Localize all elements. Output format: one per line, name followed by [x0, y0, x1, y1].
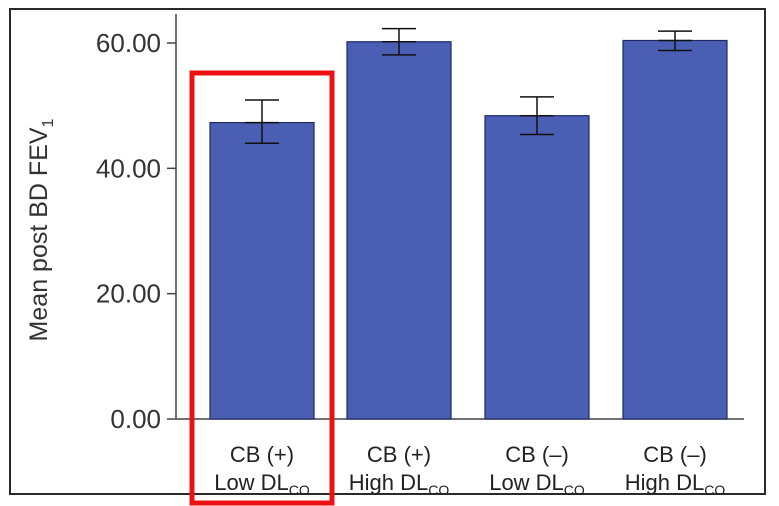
y-axis-label-subscript: 1: [40, 118, 57, 127]
y-tick-label: 60.00: [96, 28, 161, 58]
highlight-box: [189, 70, 335, 506]
x-tick-label-line1: CB (–): [643, 442, 707, 467]
y-axis-label: Mean post BD FEV1: [25, 118, 57, 341]
chart-frame: [9, 8, 766, 495]
error-bars: [245, 27, 692, 145]
x-tick-label-line1: CB (+): [367, 442, 431, 467]
x-tick-label-main: Low DL: [489, 470, 564, 495]
bar: [209, 121, 315, 420]
x-tick-label-line1: CB (–): [505, 442, 569, 467]
y-tick-label: 0.00: [110, 404, 161, 434]
svg-text:Mean post BD FEV1: Mean post BD FEV1: [25, 118, 57, 341]
y-tick-label: 20.00: [96, 279, 161, 309]
x-tick-label-line2: Low DLCO: [489, 470, 585, 498]
x-tick-label-main: High DL: [625, 470, 704, 495]
x-tick-label-subscript: CO: [704, 482, 725, 498]
highlight-rectangle: [189, 70, 335, 506]
bar: [622, 39, 728, 420]
x-tick-label-line1: CB (+): [230, 442, 294, 467]
x-tick-label-main: High DL: [349, 470, 428, 495]
x-tick-label-line2: High DLCO: [625, 470, 726, 498]
bars: [209, 39, 728, 420]
x-tick-label-main: Low DL: [214, 470, 289, 495]
y-axis-label-text: Mean post BD FEV: [25, 127, 53, 341]
bar: [484, 115, 590, 420]
x-tick-label-subscript: CO: [428, 482, 449, 498]
x-tick-label-line2: Low DLCO: [214, 470, 310, 498]
bar: [346, 41, 452, 420]
y-tick-label: 40.00: [96, 153, 161, 183]
x-tick-label-line2: High DLCO: [349, 470, 450, 498]
y-axis: 0.00 20.00 40.00 60.00: [96, 14, 744, 434]
x-tick-label-subscript: CO: [564, 482, 585, 498]
x-tick-label-subscript: CO: [289, 482, 310, 498]
